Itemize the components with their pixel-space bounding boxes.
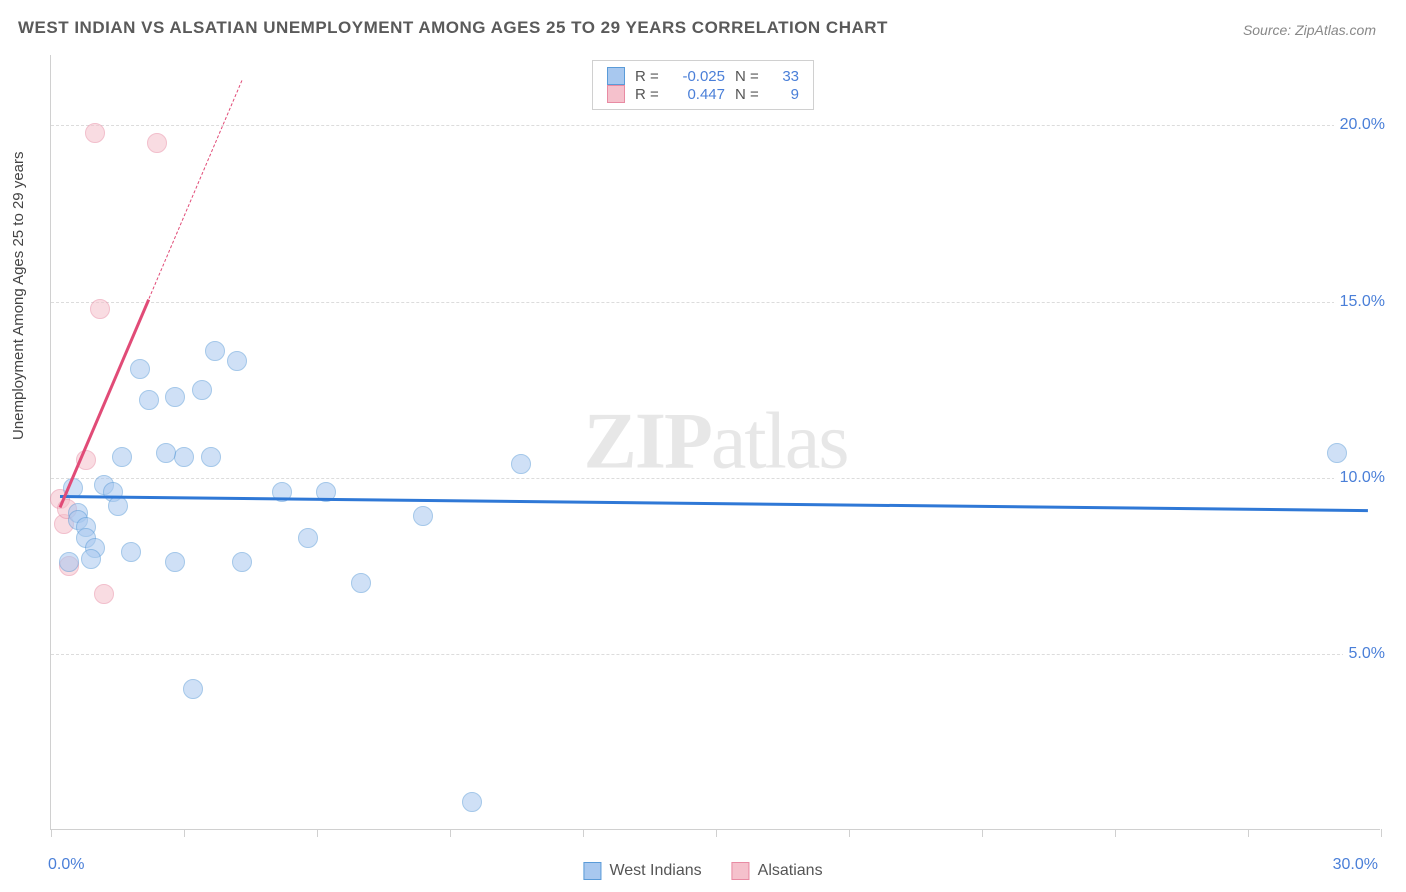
point-west-indians [139,390,159,410]
watermark-rest: atlas [711,398,848,486]
stats-row-a: R = -0.025 N = 33 [607,67,799,85]
point-west-indians [298,528,318,548]
y-tick-label: 5.0% [1343,645,1385,663]
legend-label-b: Alsatians [758,862,823,880]
n-value-a: 33 [773,68,799,85]
y-axis-title: Unemployment Among Ages 25 to 29 years [10,151,27,440]
swatch-alsatians-icon [607,85,625,103]
swatch-west-indians-icon [607,67,625,85]
chart-title: WEST INDIAN VS ALSATIAN UNEMPLOYMENT AMO… [18,18,888,38]
point-west-indians [192,380,212,400]
r-label: R = [635,86,663,103]
plot-area: ZIPatlas 5.0%10.0%15.0%20.0% [50,55,1380,830]
point-west-indians [165,387,185,407]
r-value-b: 0.447 [673,86,725,103]
gridline [51,654,1380,655]
n-value-b: 9 [773,86,799,103]
point-west-indians [232,552,252,572]
n-label: N = [735,68,763,85]
point-west-indians [227,351,247,371]
r-label: R = [635,68,663,85]
series-legend: West Indians Alsatians [583,862,822,880]
y-tick-label: 10.0% [1334,469,1385,487]
x-axis-min-label: 0.0% [48,856,84,874]
x-tick [317,829,318,837]
trendline-west-indians [60,495,1368,512]
gridline [51,302,1380,303]
point-west-indians [462,792,482,812]
point-west-indians [413,506,433,526]
point-west-indians [205,341,225,361]
point-alsatians [94,584,114,604]
source-label: Source: ZipAtlas.com [1243,22,1376,38]
n-label: N = [735,86,763,103]
x-tick [51,829,52,837]
watermark-bold: ZIP [584,398,711,486]
point-west-indians [108,496,128,516]
x-tick [583,829,584,837]
point-west-indians [81,549,101,569]
point-alsatians [85,123,105,143]
point-west-indians [351,573,371,593]
point-west-indians [165,552,185,572]
point-alsatians [147,133,167,153]
x-axis-max-label: 30.0% [1333,856,1378,874]
point-alsatians [90,299,110,319]
point-west-indians [1327,443,1347,463]
legend-item-b: Alsatians [732,862,823,880]
watermark: ZIPatlas [584,397,848,488]
point-west-indians [59,552,79,572]
legend-item-a: West Indians [583,862,701,880]
y-tick-label: 20.0% [1334,116,1385,134]
y-tick-label: 15.0% [1334,293,1385,311]
point-west-indians [511,454,531,474]
x-tick [1115,829,1116,837]
point-west-indians [201,447,221,467]
swatch-alsatians-icon [732,862,750,880]
legend-label-a: West Indians [609,862,701,880]
point-west-indians [130,359,150,379]
stats-row-b: R = 0.447 N = 9 [607,85,799,103]
point-west-indians [183,679,203,699]
stats-legend: R = -0.025 N = 33 R = 0.447 N = 9 [592,60,814,110]
point-west-indians [174,447,194,467]
gridline [51,478,1380,479]
x-tick [1248,829,1249,837]
trendline-alsatians-extrapolated [148,80,242,299]
x-tick [849,829,850,837]
gridline [51,125,1380,126]
point-west-indians [156,443,176,463]
swatch-west-indians-icon [583,862,601,880]
r-value-a: -0.025 [673,68,725,85]
point-west-indians [121,542,141,562]
x-tick [982,829,983,837]
x-tick [184,829,185,837]
x-tick [450,829,451,837]
x-tick [1381,829,1382,837]
x-tick [716,829,717,837]
point-west-indians [112,447,132,467]
